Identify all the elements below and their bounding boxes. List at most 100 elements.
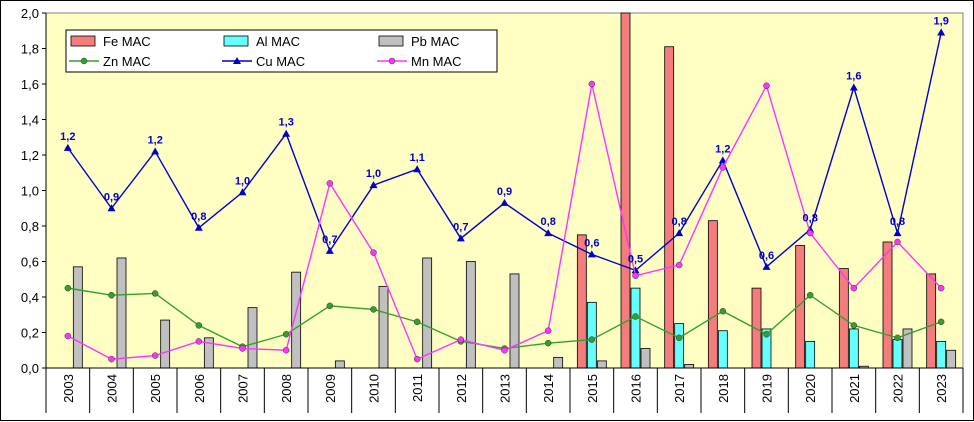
legend-box xyxy=(65,29,498,73)
point-cu-mac xyxy=(194,223,203,231)
bar-pb-mac xyxy=(422,257,433,368)
point-mn-mac xyxy=(894,238,901,246)
point-zn-mac xyxy=(763,331,770,338)
data-label: 0,5 xyxy=(628,253,643,265)
bar-fe-mac xyxy=(664,46,675,368)
point-mn-mac xyxy=(675,261,683,269)
data-label: 0,9 xyxy=(104,191,119,203)
point-mn-mac xyxy=(195,338,203,345)
bar-pb-mac xyxy=(509,273,520,368)
data-label: 0,6 xyxy=(759,250,774,262)
point-cu-mac xyxy=(544,229,553,237)
bar-al-mac xyxy=(848,328,859,368)
legend-swatch-al-mac xyxy=(223,35,249,47)
x-tick-label: 2019 xyxy=(760,374,775,403)
bar-pb-mac xyxy=(378,285,389,368)
point-zn-mac xyxy=(894,334,901,342)
x-tick-label: 2015 xyxy=(585,374,600,403)
x-tick-label: 2011 xyxy=(410,374,425,402)
point-mn-mac xyxy=(544,327,552,334)
legend-marker-cu-mac xyxy=(233,57,241,64)
point-cu-mac xyxy=(500,198,509,206)
x-tick-label: 2009 xyxy=(323,374,338,403)
x-tick-label: 2017 xyxy=(672,374,687,403)
bar-pb-mac xyxy=(465,261,476,368)
y-tick-label: 1,2 xyxy=(21,148,39,163)
x-tick-label: 2016 xyxy=(629,374,644,403)
y-tick-label: 0,4 xyxy=(21,290,39,305)
data-label: 1,9 xyxy=(934,16,949,28)
data-label: 0,8 xyxy=(191,211,206,223)
data-label: 0,7 xyxy=(322,234,337,246)
point-cu-mac xyxy=(107,204,116,212)
legend-label-zn-mac: Zn MAC xyxy=(103,54,151,69)
data-label: 1,1 xyxy=(410,152,425,164)
point-mn-mac xyxy=(632,272,639,279)
x-tick-label: 2013 xyxy=(498,374,513,403)
bar-pb-mac xyxy=(247,307,258,368)
x-tick-label: 2007 xyxy=(236,374,251,403)
y-tick-label: 0,6 xyxy=(21,255,39,270)
y-tick-label: 0,8 xyxy=(21,219,39,234)
x-tick-label: 2020 xyxy=(803,374,818,403)
point-mn-mac xyxy=(151,352,159,359)
data-label: 1,2 xyxy=(148,134,163,146)
bar-pb-mac xyxy=(72,266,83,368)
point-mn-mac xyxy=(501,347,508,354)
bar-fe-mac xyxy=(576,234,587,368)
point-cu-mac xyxy=(762,262,771,270)
point-zn-mac xyxy=(151,290,159,297)
point-cu-mac xyxy=(369,181,378,189)
data-label: 0,6 xyxy=(584,237,599,249)
point-cu-mac xyxy=(631,266,640,274)
y-tick-label: 1,6 xyxy=(21,77,39,92)
point-zn-mac xyxy=(370,306,377,313)
bar-fe-mac xyxy=(707,220,718,368)
legend-label-fe-mac: Fe MAC xyxy=(103,34,151,49)
data-label: 1,2 xyxy=(60,131,75,143)
bar-pb-mac xyxy=(553,356,564,368)
bar-pb-mac xyxy=(684,364,695,368)
point-mn-mac xyxy=(370,249,377,256)
bar-fe-mac xyxy=(751,287,762,368)
bar-pb-mac xyxy=(334,360,345,368)
bar-al-mac xyxy=(892,339,903,368)
point-cu-mac xyxy=(151,147,160,155)
point-zn-mac xyxy=(108,291,115,299)
bar-al-mac xyxy=(805,340,816,368)
legend-swatch-fe-mac xyxy=(70,35,96,47)
point-cu-mac xyxy=(282,129,291,137)
point-mn-mac xyxy=(719,164,727,171)
point-mn-mac xyxy=(239,345,246,352)
point-mn-mac xyxy=(850,284,858,292)
x-tick-label: 2018 xyxy=(716,374,731,403)
point-zn-mac xyxy=(632,313,639,320)
point-zn-mac xyxy=(282,331,290,338)
legend-marker-mn-mac xyxy=(388,57,396,65)
point-zn-mac xyxy=(195,322,203,329)
point-mn-mac xyxy=(108,355,115,363)
x-tick-label: 2021 xyxy=(847,374,862,403)
x-tick-label: 2014 xyxy=(541,374,556,403)
point-mn-mac xyxy=(763,82,770,90)
x-tick-label: 2023 xyxy=(934,374,949,403)
legend-label-cu-mac: Cu MAC xyxy=(256,54,305,69)
y-tick-label: 1,4 xyxy=(21,113,39,128)
y-tick-label: 1,0 xyxy=(21,184,39,199)
x-tick-label: 2006 xyxy=(192,374,207,403)
data-label: 0,7 xyxy=(453,221,468,233)
bars-group xyxy=(72,12,957,368)
bar-al-mac xyxy=(717,330,728,368)
point-zn-mac xyxy=(806,291,814,299)
point-cu-mac xyxy=(325,246,334,254)
point-cu-mac xyxy=(675,229,684,237)
point-cu-mac xyxy=(63,143,72,151)
data-label: 1,0 xyxy=(235,175,250,187)
y-tick-label: 0,2 xyxy=(21,326,39,341)
point-cu-mac xyxy=(893,229,902,237)
x-tick-label: 2004 xyxy=(105,374,120,403)
point-zn-mac xyxy=(413,318,421,326)
data-label: 1,2 xyxy=(715,143,730,155)
